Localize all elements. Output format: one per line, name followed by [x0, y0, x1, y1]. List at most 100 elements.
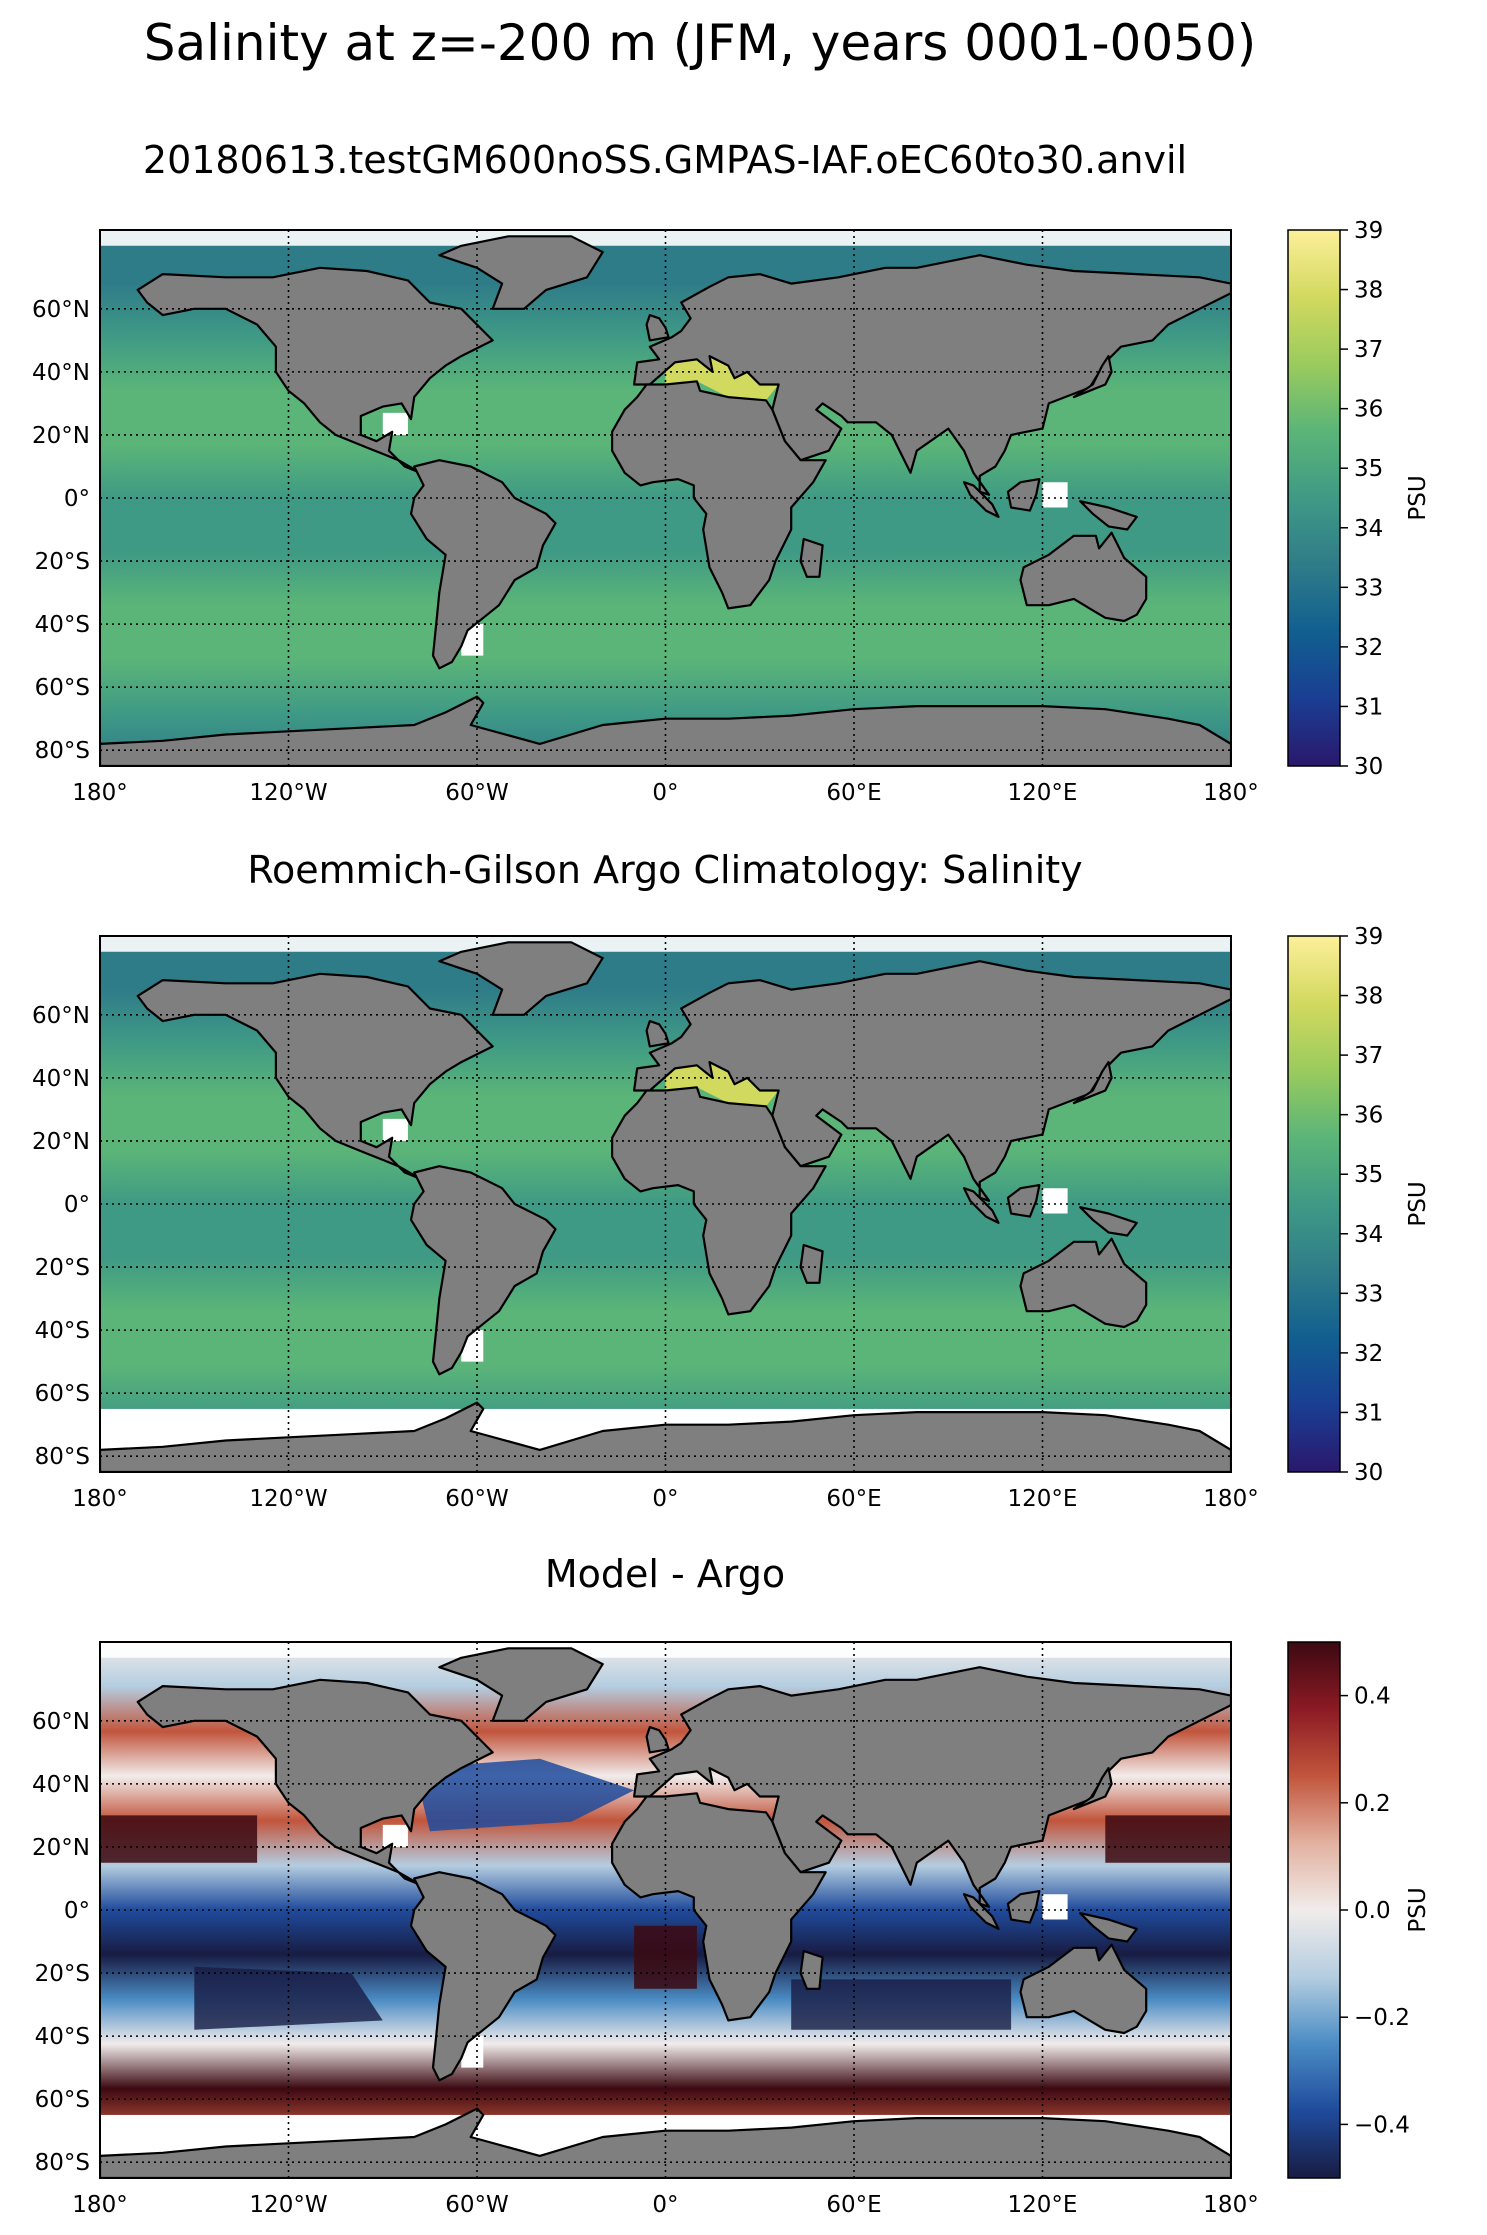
land-mass [438, 1647, 604, 1722]
map-panel-0: 180° 120°W 60°W 0° 60°E 120°E 180° 60°N 40°N 20°N… [32, 229, 1259, 806]
land-mass [438, 235, 604, 310]
land-mass [136, 266, 494, 474]
north-atlantic-anomaly [414, 1758, 635, 1832]
land-mass [610, 380, 827, 610]
land-mass [962, 481, 1000, 519]
land-mass [1079, 1912, 1138, 1943]
map-panel-1: 180° 120°W 60°W 0° 60°E 120°E 180° 60°N 40°N 20°N… [32, 935, 1259, 1512]
y-tick-label: 40°N [32, 1066, 90, 1092]
colorbar-tick-label: 34 [1354, 1222, 1383, 1248]
colorbar-tick-label: 34 [1354, 516, 1383, 542]
colorbar-tick-label: 39 [1354, 924, 1383, 950]
land-mass [610, 1792, 827, 2022]
colorbar-label: PSU [1405, 1887, 1431, 1932]
colorbar-tick-label: 31 [1354, 1400, 1383, 1426]
no-data-patch [1042, 1894, 1068, 1920]
colorbar-tick-label: 37 [1354, 1043, 1383, 1069]
y-tick-label: 20°S [35, 1961, 90, 1987]
west-pacific-anomaly [1105, 1815, 1231, 1863]
colorbar-tick-label: 32 [1354, 635, 1383, 661]
x-tick-label: 60°E [826, 780, 881, 806]
y-tick-label: 80°S [35, 738, 90, 764]
mediterranean-patch [665, 1062, 779, 1107]
x-tick-label: 0° [652, 2192, 678, 2218]
colorbar-bar [1287, 229, 1341, 767]
land-mass [1072, 355, 1113, 399]
y-tick-label: 20°N [32, 1129, 90, 1155]
colorbar-tick-label: 30 [1354, 1460, 1383, 1486]
x-tick-label: 180° [72, 2192, 127, 2218]
x-tick-label: 60°E [826, 1486, 881, 1512]
x-tick-label: 60°E [826, 2192, 881, 2218]
land-mass [1006, 478, 1041, 512]
no-data-patch [382, 1118, 408, 1141]
y-tick-label: 60°N [32, 297, 90, 323]
colorbar-tick-label: 30 [1354, 754, 1383, 780]
indian-ocean-anomaly [791, 1979, 1012, 2030]
map-field [100, 230, 1231, 766]
map-field [100, 1642, 1231, 2178]
y-tick-label: 40°S [35, 1318, 90, 1344]
land-mass [438, 941, 604, 1016]
colorbar-tick-label: 0.0 [1354, 1898, 1391, 1924]
y-tick-label: 60°S [35, 1381, 90, 1407]
map-frame [99, 229, 1232, 767]
south-pacific-anomaly [194, 1966, 383, 2030]
y-tick-label: 20°N [32, 1835, 90, 1861]
no-data-patch [1042, 1188, 1068, 1214]
colorbar-tick-label: 32 [1354, 1341, 1383, 1367]
y-tick-label: 60°S [35, 2087, 90, 2113]
y-tick-label: 40°S [35, 612, 90, 638]
land-mass [1079, 500, 1138, 531]
colorbar-tick-label: 36 [1354, 1103, 1383, 1129]
x-tick-label: 180° [1203, 2192, 1258, 2218]
panel-title-argo: Roemmich-Gilson Argo Climatology: Salini… [247, 848, 1083, 892]
land-mass [1079, 1206, 1138, 1237]
x-tick-label: 60°W [445, 2192, 509, 2218]
land-mass [1006, 1889, 1041, 1924]
land-mass [645, 314, 670, 342]
map-panel-2: 180° 120°W 60°W 0° 60°E 120°E 180° 60°N 40°N 20°N… [32, 1641, 1259, 2218]
north-pacific-anomaly [100, 1815, 258, 1863]
land-mass [136, 972, 494, 1180]
no-data-patch [382, 1824, 408, 1847]
y-tick-label: 40°S [35, 2024, 90, 2050]
y-tick-label: 20°S [35, 549, 90, 575]
south-atlantic-anomaly [634, 1925, 697, 1989]
y-tick-label: 40°N [32, 360, 90, 386]
x-tick-label: 120°E [1008, 2192, 1078, 2218]
map-frame [99, 935, 1232, 1473]
land-mass [610, 1086, 827, 1316]
x-tick-label: 0° [652, 1486, 678, 1512]
x-tick-label: 60°W [445, 1486, 509, 1512]
no-data-patch [1042, 482, 1068, 508]
map-frame [99, 1641, 1232, 2179]
land-mass [1019, 1237, 1148, 1329]
colorbar-tick-label: 36 [1354, 397, 1383, 423]
y-tick-label: 20°N [32, 423, 90, 449]
x-tick-label: 120°E [1008, 780, 1078, 806]
colorbar-tick-label: 0.4 [1354, 1684, 1391, 1710]
land-mass [1006, 1183, 1041, 1218]
y-tick-label: 40°N [32, 1772, 90, 1798]
land-mass [962, 1893, 1000, 1931]
land-mass [1072, 1060, 1113, 1105]
land-mass [645, 1725, 670, 1754]
colorbar-label: PSU [1405, 1181, 1431, 1226]
y-tick-label: 80°S [35, 2150, 90, 2176]
x-tick-label: 120°W [249, 1486, 327, 1512]
colorbar-tick-label: −0.4 [1354, 2112, 1410, 2138]
no-data-patch [382, 412, 408, 435]
colorbar-tick-label: 38 [1354, 278, 1383, 304]
x-tick-label: 180° [1203, 1486, 1258, 1512]
colorbar-tick-label: 37 [1354, 337, 1383, 363]
land-mass [799, 537, 824, 578]
colorbar: 30 31 32 33 34 35 36 37 38 39 PSU [1287, 924, 1431, 1486]
x-tick-label: 0° [652, 780, 678, 806]
y-tick-label: 0° [64, 486, 90, 512]
x-tick-label: 60°W [445, 780, 509, 806]
y-tick-label: 80°S [35, 1444, 90, 1470]
y-tick-label: 60°N [32, 1709, 90, 1735]
mediterranean-patch [665, 356, 779, 401]
